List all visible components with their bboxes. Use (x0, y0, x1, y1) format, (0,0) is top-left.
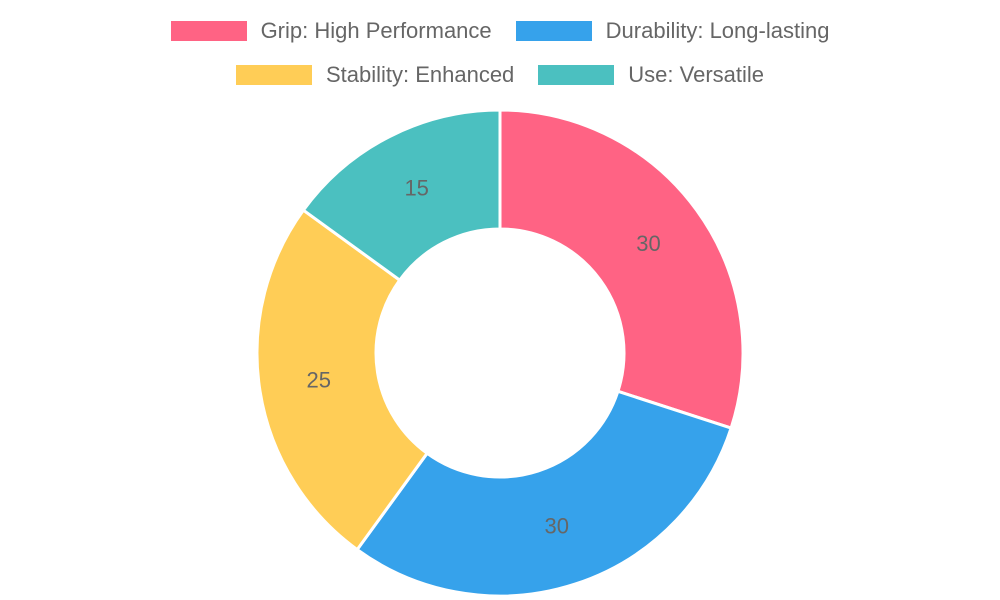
legend-swatch (170, 21, 247, 41)
slice (355, 389, 733, 598)
legend-swatch (538, 65, 615, 85)
legend-item[interactable]: Stability: Enhanced (235, 62, 515, 87)
data-label: 15 (404, 175, 428, 200)
legend: Grip: High Performance Durability: Long-l… (140, 18, 860, 87)
legend-swatch (235, 65, 312, 85)
slice (498, 108, 745, 430)
data-label: 30 (544, 513, 568, 538)
legend-item[interactable]: Use: Versatile (538, 62, 765, 87)
legend-item[interactable]: Grip: High Performance (170, 18, 492, 43)
slice (255, 208, 430, 552)
legend-label: Stability: Enhanced (325, 62, 515, 87)
data-label: 30 (636, 231, 660, 256)
data-label: 25 (307, 368, 331, 393)
legend-label: Grip: High Performance (260, 18, 492, 43)
legend-swatch (515, 21, 592, 41)
slice (301, 108, 502, 283)
legend-label: Use: Versatile (628, 62, 765, 87)
legend-label: Durability: Long-lasting (605, 18, 830, 43)
legend-item[interactable]: Durability: Long-lasting (515, 18, 830, 43)
